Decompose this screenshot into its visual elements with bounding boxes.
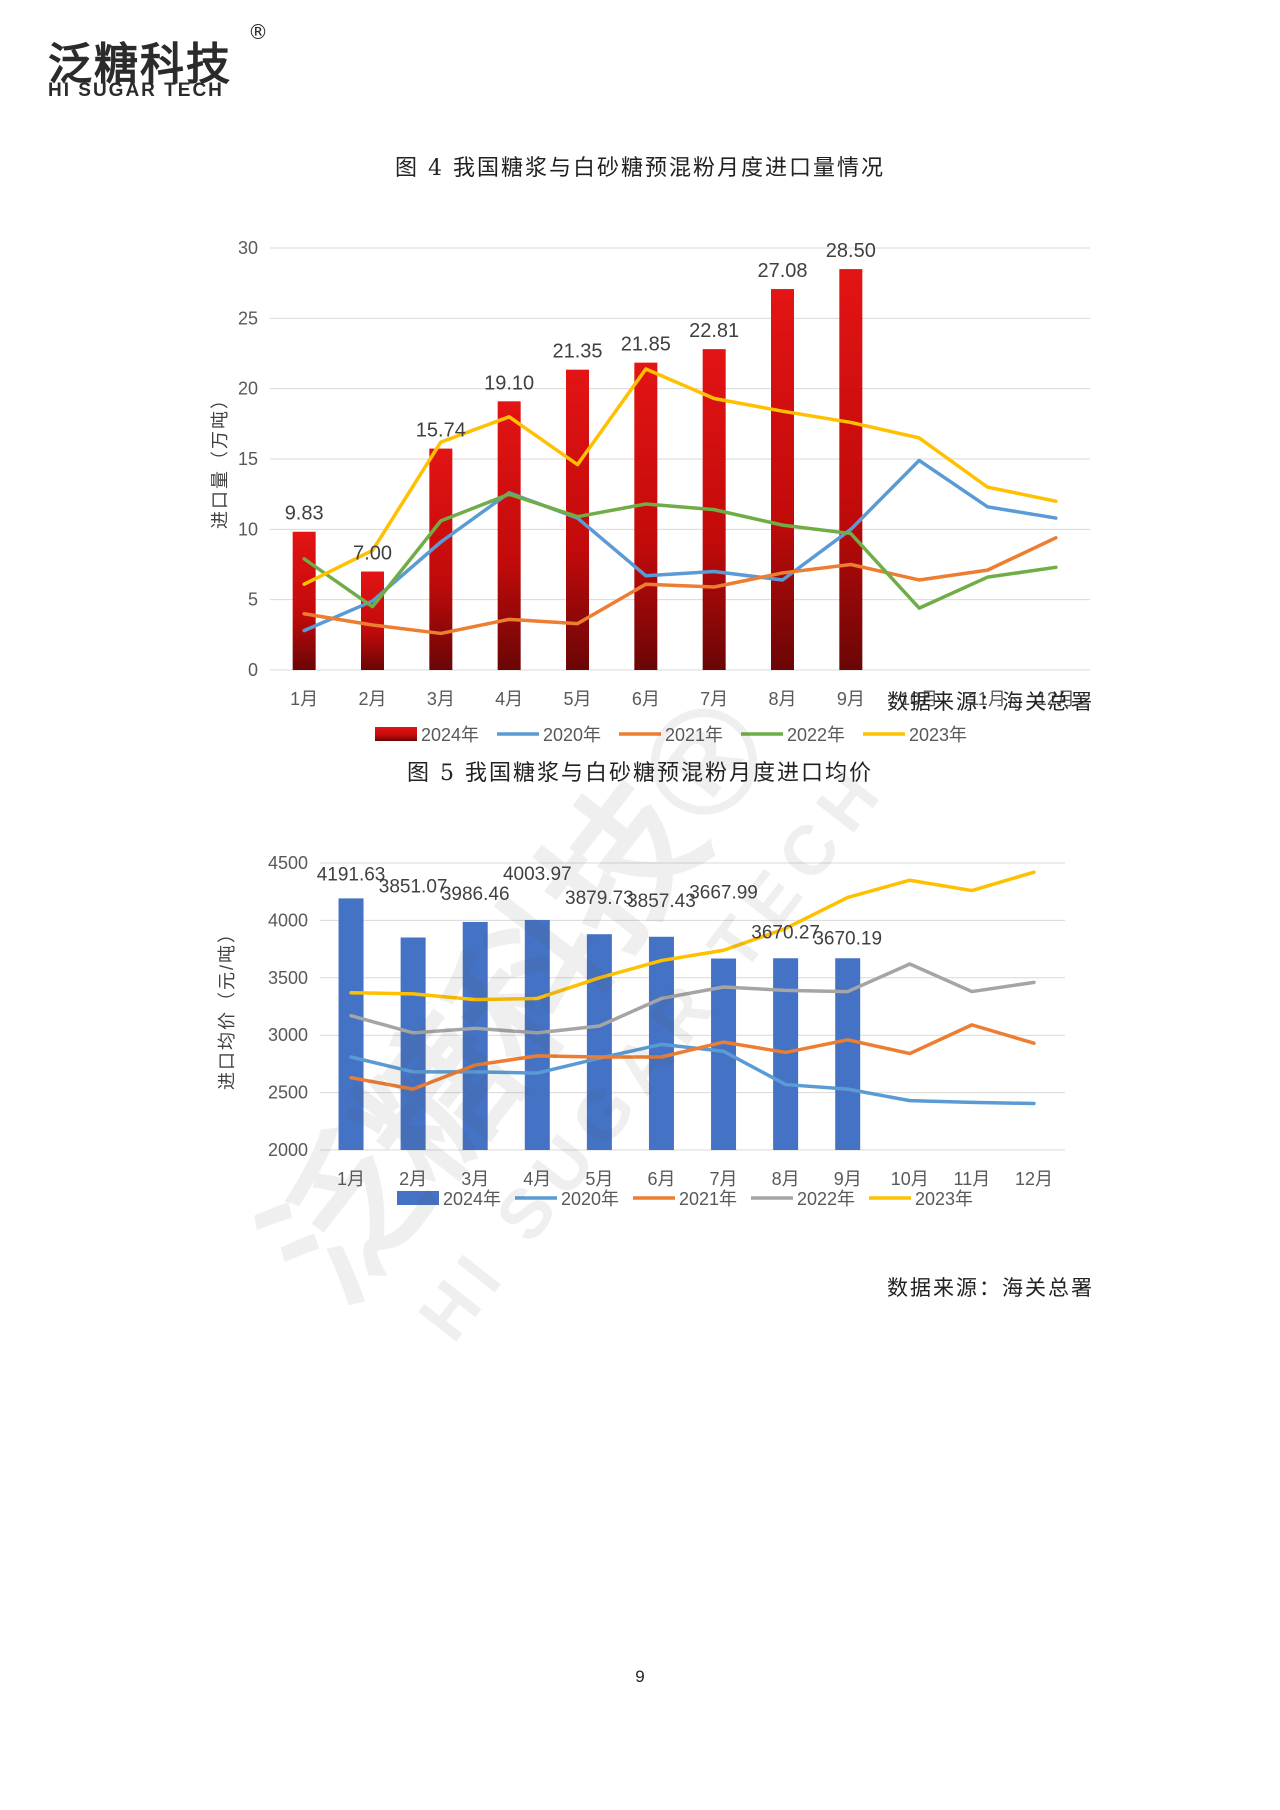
x-tick-label: 7月 bbox=[710, 1169, 738, 1189]
bar-2024 bbox=[429, 448, 453, 670]
bar-2024 bbox=[634, 362, 658, 670]
x-tick-label: 12月 bbox=[1037, 689, 1075, 709]
x-tick-label: 12月 bbox=[1015, 1169, 1053, 1189]
logo-cn: 泛糖科技 bbox=[48, 39, 232, 90]
legend-label: 2021年 bbox=[665, 725, 723, 745]
bar-2024 bbox=[462, 921, 488, 1150]
x-tick-label: 6月 bbox=[632, 689, 660, 709]
bar-data-label: 9.83 bbox=[285, 503, 324, 525]
x-tick-label: 3月 bbox=[461, 1169, 489, 1189]
y-tick-label: 25 bbox=[238, 308, 258, 328]
fig4-source: 数据来源：海关总署 bbox=[887, 690, 1094, 714]
x-tick-label: 8月 bbox=[768, 689, 796, 709]
fig4-title: 图 4 我国糖浆与白砂糖预混粉月度进口量情况 bbox=[395, 156, 885, 181]
legend-label: 2023年 bbox=[909, 725, 967, 745]
legend-label: 2022年 bbox=[797, 1189, 855, 1209]
x-tick-label: 2月 bbox=[399, 1169, 427, 1189]
bar-data-label: 3670.27 bbox=[751, 922, 820, 943]
bar-2024 bbox=[497, 401, 521, 670]
legend-label: 2020年 bbox=[561, 1189, 619, 1209]
x-tick-label: 8月 bbox=[772, 1169, 800, 1189]
x-tick-label: 7月 bbox=[700, 689, 728, 709]
bar-2024 bbox=[586, 934, 612, 1150]
y-tick-label: 3000 bbox=[268, 1025, 308, 1045]
x-tick-label: 3月 bbox=[427, 689, 455, 709]
bar-data-label: 3851.07 bbox=[379, 876, 448, 897]
y-tick-label: 4500 bbox=[268, 853, 308, 873]
bar-2024 bbox=[771, 289, 794, 670]
y-tick-label: 15 bbox=[238, 449, 258, 469]
y-tick-label: 30 bbox=[238, 238, 258, 258]
x-tick-label: 10月 bbox=[900, 689, 938, 709]
x-tick-label: 4月 bbox=[523, 1169, 551, 1189]
y-tick-label: 4000 bbox=[268, 910, 308, 930]
line-2022年 bbox=[349, 962, 1036, 1035]
y-tick-label: 10 bbox=[238, 519, 258, 539]
page-number: 9 bbox=[635, 1667, 645, 1686]
bar-data-label: 4003.97 bbox=[503, 864, 572, 885]
y-tick-label: 0 bbox=[248, 660, 258, 680]
logo-registered-mark: ® bbox=[248, 20, 268, 44]
legend-label: 2020年 bbox=[543, 725, 601, 745]
bar-data-label: 3667.99 bbox=[689, 883, 758, 904]
y-tick-label: 20 bbox=[238, 379, 258, 399]
bar-2024 bbox=[361, 571, 384, 670]
x-tick-label: 10月 bbox=[891, 1169, 929, 1189]
bar-data-label: 3986.46 bbox=[441, 884, 510, 905]
logo-en: HI SUGAR TECH bbox=[48, 80, 224, 101]
legend-swatch-bar bbox=[375, 727, 417, 741]
line-2022年 bbox=[302, 492, 1058, 610]
bar-data-label: 21.85 bbox=[621, 334, 671, 356]
line-2020年 bbox=[302, 458, 1058, 633]
line-2021年 bbox=[302, 536, 1058, 636]
bar-data-label: 3879.73 bbox=[565, 888, 634, 909]
bar-data-label: 3670.19 bbox=[813, 928, 882, 949]
x-tick-label: 11月 bbox=[969, 689, 1006, 709]
bar-2024 bbox=[839, 269, 863, 670]
y-axis-label: 进口均价（元/吨） bbox=[217, 923, 237, 1090]
legend-label: 2024年 bbox=[443, 1189, 501, 1209]
legend-label: 2024年 bbox=[421, 725, 479, 745]
x-tick-label: 11月 bbox=[954, 1169, 991, 1189]
bar-2024 bbox=[292, 531, 316, 670]
bar-data-label: 7.00 bbox=[353, 543, 392, 565]
bar-2024 bbox=[400, 937, 426, 1150]
y-tick-label: 2500 bbox=[268, 1083, 308, 1103]
legend-label: 2021年 bbox=[679, 1189, 737, 1209]
x-tick-label: 1月 bbox=[290, 689, 318, 709]
y-axis-label: 进口量（万吨） bbox=[210, 389, 230, 529]
bar-data-label: 19.10 bbox=[484, 372, 534, 394]
fig5-chart: 2000 2500 3000 3500 4000 4500 1月 2月 3月 4月 5月 6月 7月 8月… bbox=[217, 853, 1065, 1209]
fig5-source: 数据来源：海关总署 bbox=[887, 1276, 1094, 1300]
bar-data-label: 21.35 bbox=[552, 341, 602, 363]
line-2021年 bbox=[349, 1023, 1036, 1091]
bar-data-label: 27.08 bbox=[757, 260, 807, 282]
x-tick-label: 1月 bbox=[337, 1169, 365, 1189]
legend-swatch-bar bbox=[397, 1191, 439, 1205]
fig4-chart: 0 5 10 15 20 25 30 1月 2月 3月 4月 5月 6月 7月 8月 9月 10月 11月 12月 进… bbox=[210, 238, 1090, 745]
line-2023年 bbox=[302, 367, 1058, 586]
legend-label: 2022年 bbox=[787, 725, 845, 745]
bar-data-label: 15.74 bbox=[416, 420, 466, 442]
bar-data-label: 4191.63 bbox=[317, 864, 386, 885]
y-tick-label: 2000 bbox=[268, 1140, 308, 1160]
bar-2024 bbox=[524, 919, 550, 1150]
x-tick-label: 5月 bbox=[585, 1169, 613, 1189]
bar-data-label: 3857.43 bbox=[627, 891, 696, 912]
bar-2024 bbox=[338, 898, 364, 1150]
x-tick-label: 9月 bbox=[837, 689, 865, 709]
y-tick-label: 3500 bbox=[268, 968, 308, 988]
x-tick-label: 6月 bbox=[647, 1169, 675, 1189]
y-tick-label: 5 bbox=[248, 590, 258, 610]
bar-data-label: 22.81 bbox=[689, 320, 739, 342]
x-tick-label: 9月 bbox=[834, 1169, 862, 1189]
bar-data-label: 28.50 bbox=[826, 240, 876, 262]
x-tick-label: 4月 bbox=[495, 689, 523, 709]
legend-label: 2023年 bbox=[915, 1189, 973, 1209]
x-tick-label: 2月 bbox=[358, 689, 386, 709]
fig5-title: 图 5 我国糖浆与白砂糖预混粉月度进口均价 bbox=[407, 761, 873, 786]
x-tick-label: 5月 bbox=[563, 689, 591, 709]
line-2023年 bbox=[349, 870, 1036, 1002]
